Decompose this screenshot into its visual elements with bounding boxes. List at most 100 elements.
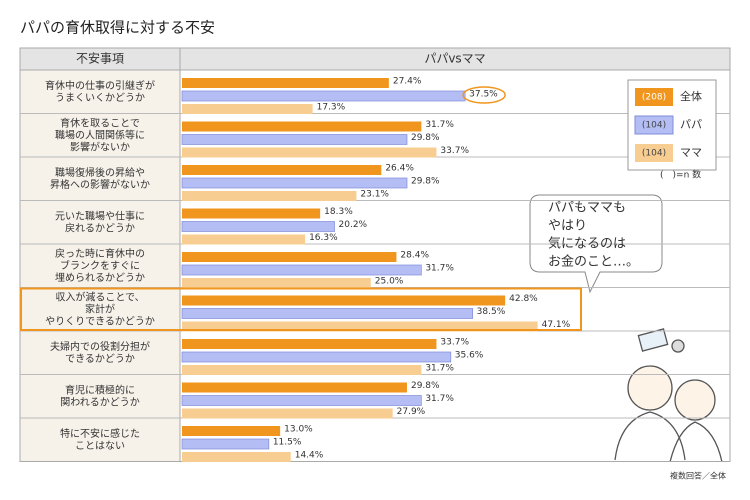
bar <box>182 278 371 288</box>
legend-sample: (104) <box>642 121 666 131</box>
legend-note: ( )=n 数 <box>660 169 701 181</box>
legend-swatch <box>634 115 674 135</box>
category-label: 家計が <box>85 302 115 315</box>
category-label: 昇格への影響がないか <box>50 178 150 191</box>
value-label: 13.0% <box>284 425 313 435</box>
value-label: 42.8% <box>509 294 538 304</box>
bar <box>181 264 422 276</box>
value-label: 31.7% <box>425 120 454 130</box>
legend-sample: (104) <box>642 149 666 159</box>
bubble-text: 気になるのは <box>548 236 626 252</box>
category-label: 戻った時に育休中の <box>55 247 145 260</box>
bar <box>182 191 357 201</box>
value-label: 37.5% <box>469 90 498 100</box>
bar <box>182 426 281 436</box>
value-label: 33.7% <box>440 146 469 156</box>
category-label: できるかどうか <box>65 353 135 365</box>
value-label: 16.3% <box>309 233 338 243</box>
category-label: やりくりできるかどうか <box>45 315 155 327</box>
bar <box>182 408 393 419</box>
category-label: 埋められるかどうか <box>55 272 145 284</box>
bar <box>182 365 422 375</box>
value-label: 23.1% <box>360 190 389 200</box>
bar <box>181 438 270 450</box>
value-label: 14.4% <box>295 451 324 461</box>
legend-sample: (208) <box>642 93 666 103</box>
legend-swatch <box>635 88 673 106</box>
bar <box>181 308 474 319</box>
category-label: うまくいくかどうか <box>55 92 145 104</box>
value-label: 29.8% <box>411 381 440 391</box>
bar <box>181 90 466 102</box>
bar <box>181 351 452 363</box>
value-label: 25.0% <box>375 277 404 287</box>
bubble-text: やはり <box>548 219 587 234</box>
bar <box>182 78 389 88</box>
illustration <box>614 328 723 463</box>
value-label: 28.4% <box>400 251 429 261</box>
value-label: 31.7% <box>425 364 454 374</box>
bar <box>181 134 408 145</box>
category-label: 育児に積極的に <box>65 383 135 396</box>
category-label: 元いた職場や仕事に <box>55 209 145 222</box>
legend-label: ママ <box>680 146 702 159</box>
category-label: ブランクをすぐに <box>60 259 140 272</box>
bar <box>181 221 335 232</box>
footnote: 複数回答／全体 <box>670 471 726 481</box>
bar <box>181 177 408 189</box>
bar <box>182 252 397 262</box>
bubble-text: パパもママも <box>548 201 626 216</box>
value-label: 33.7% <box>440 338 469 348</box>
value-label: 26.4% <box>385 164 414 174</box>
value-label: 31.7% <box>425 264 454 274</box>
category-label: 戻れるかどうか <box>65 221 135 234</box>
category-label: ことはない <box>75 440 125 452</box>
value-label: 31.7% <box>425 394 454 404</box>
value-label: 27.4% <box>393 77 422 87</box>
category-label: 職場の人間関係等に <box>55 128 145 141</box>
category-label: 育休を取ることで <box>60 116 140 129</box>
legend-label: 全体 <box>680 89 702 103</box>
legend-swatch <box>635 144 673 162</box>
bar <box>182 147 437 158</box>
bar <box>182 121 422 132</box>
bar <box>182 339 437 349</box>
bubble-text: お金のこと…。 <box>548 254 639 270</box>
value-label: 27.9% <box>397 407 426 417</box>
value-label: 18.3% <box>324 207 353 217</box>
bar <box>182 295 506 306</box>
highlight-box <box>20 287 582 331</box>
highlight-ellipse <box>462 86 506 104</box>
bar <box>182 321 538 332</box>
value-label: 47.1% <box>542 320 571 330</box>
plot-area <box>179 69 731 462</box>
bar <box>182 104 313 114</box>
value-label: 20.2% <box>339 220 368 230</box>
category-label: 育休中の仕事の引継ぎが <box>45 79 155 92</box>
bar <box>182 165 382 175</box>
category-label: 関われるかどうか <box>60 396 140 408</box>
value-label: 29.8% <box>411 133 440 143</box>
legend-label: パパ <box>680 118 702 131</box>
category-label: 職場復帰後の昇給や <box>55 166 145 179</box>
value-label: 17.3% <box>317 103 346 113</box>
column-header: パパvsママ <box>424 52 485 66</box>
bar <box>182 234 306 245</box>
bar <box>182 452 291 462</box>
bar <box>181 395 422 406</box>
bar <box>182 382 407 393</box>
category-label: 影響がないか <box>70 140 130 153</box>
value-label: 11.5% <box>273 438 302 448</box>
chart-title: パパの育休取得に対する不安 <box>20 19 215 37</box>
category-label: 収入が減ることで、 <box>55 290 144 303</box>
category-label: 特に不安に感じた <box>60 427 140 440</box>
bar <box>182 208 321 219</box>
header-row <box>19 47 731 71</box>
column-header: 不安事項 <box>76 51 124 66</box>
value-label: 29.8% <box>411 177 440 187</box>
value-label: 38.5% <box>477 307 506 317</box>
value-label: 35.6% <box>455 351 484 361</box>
category-label: 夫婦内での役割分担が <box>50 340 150 353</box>
label-column <box>19 69 181 462</box>
